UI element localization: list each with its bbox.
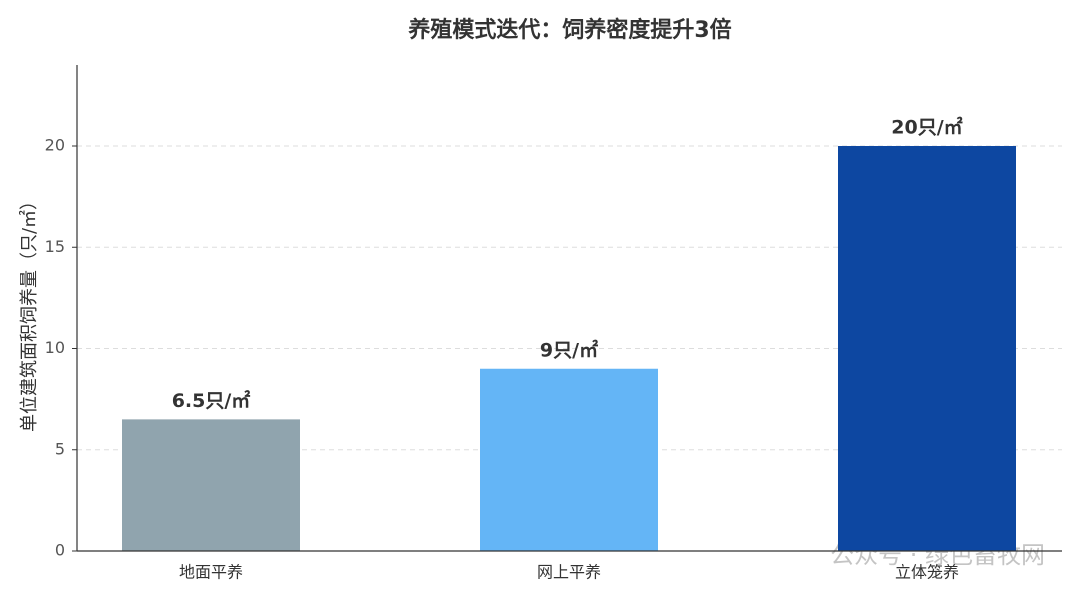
bar [480,368,658,551]
bar [838,146,1016,551]
value-label: 9只/㎡ [540,338,598,361]
y-tick-label: 15 [45,237,65,256]
x-tick-label: 立体笼养 [895,563,959,582]
y-tick-label: 0 [55,541,65,560]
value-label: 6.5只/㎡ [172,389,251,412]
x-tick-label: 网上平养 [537,563,601,582]
x-tick-label: 地面平养 [179,563,243,582]
y-tick-label: 5 [55,439,65,458]
y-axis-label: 单位建筑面积饲养量（只/㎡） [18,192,40,432]
bar [122,419,300,551]
value-label: 20只/㎡ [891,116,962,139]
chart-title: 养殖模式迭代：饲养密度提升3倍 [407,17,731,43]
y-tick-label: 20 [45,136,65,155]
y-tick-label: 10 [45,338,65,357]
